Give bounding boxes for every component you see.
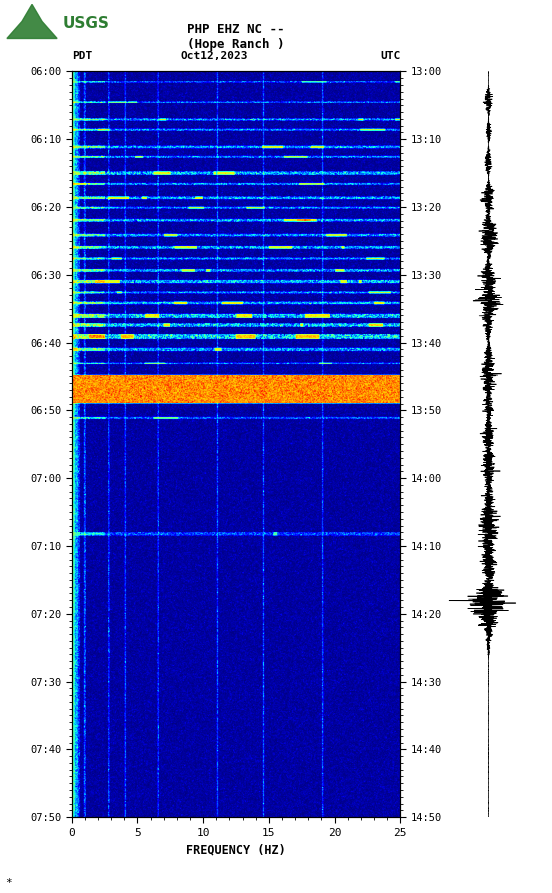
Text: PHP EHZ NC --: PHP EHZ NC -- xyxy=(187,23,285,36)
Text: UTC: UTC xyxy=(380,51,400,61)
Polygon shape xyxy=(7,4,57,38)
Text: Oct12,2023: Oct12,2023 xyxy=(180,51,248,61)
Text: (Hope Ranch ): (Hope Ranch ) xyxy=(187,38,285,51)
Text: PDT: PDT xyxy=(72,51,92,61)
Text: USGS: USGS xyxy=(62,16,109,30)
Text: *: * xyxy=(6,878,12,888)
X-axis label: FREQUENCY (HZ): FREQUENCY (HZ) xyxy=(186,843,286,856)
